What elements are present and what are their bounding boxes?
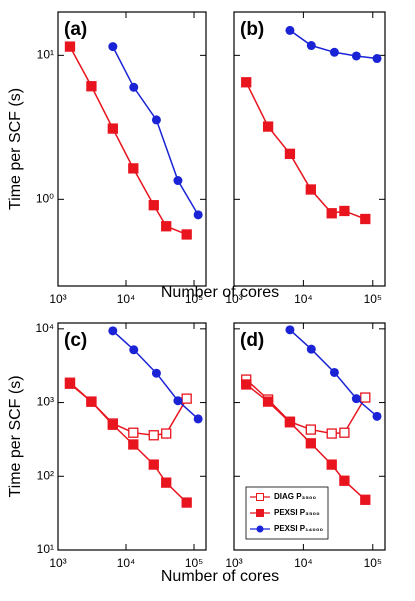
point (86, 81, 97, 92)
point (360, 392, 371, 403)
y-tick-label: 10¹ (37, 542, 54, 556)
point (326, 208, 337, 219)
point (262, 396, 274, 407)
point (129, 82, 139, 92)
point (360, 213, 371, 225)
point (305, 184, 316, 195)
point (284, 417, 296, 428)
legend-label: PEXSI P₃₅₀₀ (274, 508, 320, 517)
x-tick-label: 10⁵ (185, 556, 203, 570)
point (372, 54, 382, 64)
point (329, 367, 339, 377)
point (161, 221, 172, 232)
point (306, 344, 316, 354)
point (151, 368, 161, 378)
y-tick-label: 10³ (37, 395, 54, 409)
point (306, 41, 316, 51)
plot-frame (57, 11, 207, 287)
point (241, 77, 252, 88)
point (108, 42, 118, 52)
point (148, 430, 159, 441)
point (305, 424, 316, 435)
point (129, 345, 139, 355)
point (285, 325, 295, 335)
point (285, 25, 295, 35)
point (151, 115, 161, 125)
point (161, 428, 172, 439)
point (128, 427, 139, 438)
x-tick-label: 10³ (49, 292, 66, 306)
point (107, 123, 118, 134)
y-tick-label: 10⁴ (35, 321, 54, 335)
point (181, 497, 192, 508)
plot-frame (57, 322, 207, 551)
point (173, 396, 183, 406)
point (193, 210, 203, 220)
x-tick-label: 10³ (225, 556, 242, 570)
point (161, 477, 172, 488)
series-line (69, 46, 187, 236)
legend-label: DIAG P₃₅₀₀ (274, 492, 317, 501)
point (284, 148, 296, 159)
x-tick-label: 10⁵ (185, 292, 203, 306)
point (351, 394, 361, 404)
plot-frame (233, 11, 386, 287)
point (181, 393, 192, 404)
legend-marker (256, 493, 264, 501)
x-tick-label: 10⁴ (294, 292, 313, 306)
point (339, 205, 350, 217)
y-tick-label: 10¹ (37, 48, 54, 62)
y-tick-label: 10⁰ (36, 191, 54, 205)
panel-label: (d) (240, 330, 264, 351)
point (64, 41, 76, 52)
x-tick-label: 10⁴ (117, 292, 136, 306)
point (305, 438, 316, 449)
y-axis-label: Time per SCF (s) (7, 375, 24, 497)
series-line (112, 46, 199, 216)
series-line (245, 81, 366, 220)
point (128, 163, 139, 174)
x-axis-label: Number of cores (161, 568, 279, 585)
x-axis-label: Number of cores (161, 284, 279, 301)
point (193, 414, 203, 424)
plot-frame (233, 322, 386, 551)
x-tick-label: 10³ (49, 556, 66, 570)
point (128, 439, 139, 450)
legend-marker (256, 525, 264, 533)
panel-label: (b) (240, 19, 264, 40)
y-axis-label: Time per SCF (s) (7, 88, 24, 210)
point (107, 419, 118, 430)
y-tick-label: 10² (37, 468, 54, 482)
legend-marker (256, 509, 264, 517)
x-tick-label: 10³ (225, 292, 242, 306)
point (86, 396, 97, 407)
point (360, 494, 371, 505)
point (241, 379, 252, 390)
point (329, 47, 339, 57)
point (148, 459, 159, 470)
point (173, 176, 183, 186)
point (64, 378, 76, 389)
legend-label: PEXSI P₁₄₀₀₀ (274, 524, 323, 533)
point (108, 326, 118, 336)
panel-label: (a) (64, 19, 87, 40)
x-tick-label: 10⁵ (364, 556, 382, 570)
point (326, 428, 337, 439)
point (339, 475, 350, 486)
x-tick-label: 10⁵ (364, 292, 382, 306)
x-tick-label: 10⁴ (117, 556, 136, 570)
point (262, 121, 274, 132)
point (326, 459, 337, 470)
point (181, 229, 192, 240)
point (148, 200, 159, 211)
point (351, 51, 361, 61)
panel-label: (c) (64, 330, 87, 351)
point (339, 427, 350, 438)
point (372, 411, 382, 421)
x-tick-label: 10⁴ (294, 556, 313, 570)
